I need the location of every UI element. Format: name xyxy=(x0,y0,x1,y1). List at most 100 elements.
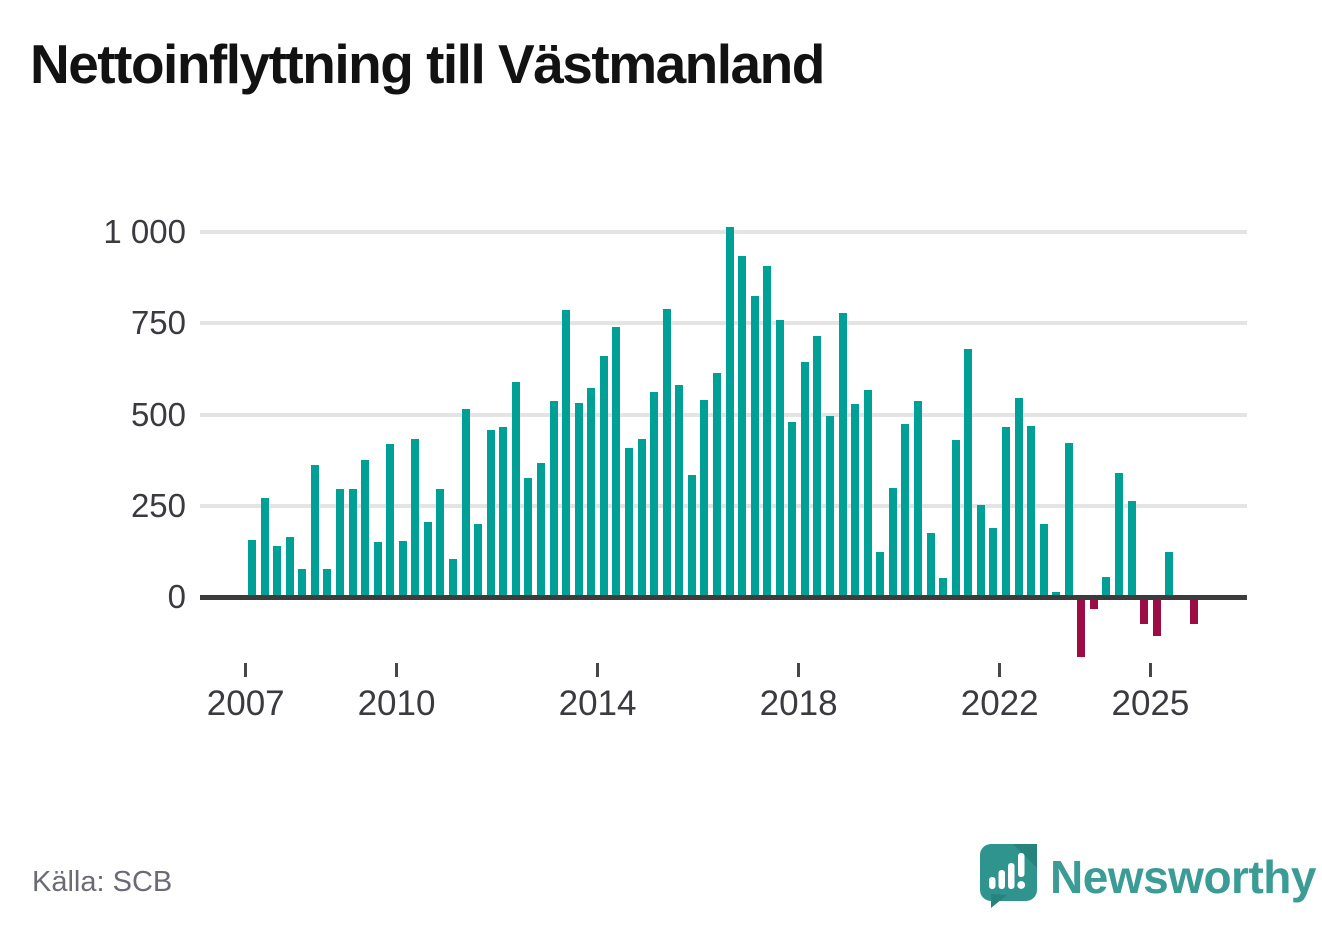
bar-2020-q4 xyxy=(939,577,948,597)
bar-2017-q2 xyxy=(763,265,772,597)
bar-2007-q2 xyxy=(260,497,269,597)
bar-2009-q2 xyxy=(361,459,370,597)
bar-2024-q1 xyxy=(1102,577,1111,597)
bar-2010-q1 xyxy=(398,541,407,597)
bar-2025-q2 xyxy=(1165,551,1174,597)
source-note: Källa: SCB xyxy=(32,866,173,898)
bar-2012-q1 xyxy=(499,426,508,597)
bar-2020-q2 xyxy=(913,401,922,597)
bar-2023-q3 xyxy=(1077,600,1086,657)
bar-2007-q4 xyxy=(285,537,294,597)
bar-2014-q2 xyxy=(612,326,621,597)
y-axis-label-1000: 1 000 xyxy=(103,213,186,250)
bar-2021-q1 xyxy=(951,440,960,597)
bar-2024-q4 xyxy=(1140,600,1149,624)
y-axis-label-250: 250 xyxy=(130,486,186,524)
bar-2020-q1 xyxy=(901,423,910,597)
x-axis-tick-2014 xyxy=(596,663,600,677)
bar-2010-q3 xyxy=(423,522,432,597)
bar-2021-q4 xyxy=(989,527,998,597)
bar-2014-q4 xyxy=(637,438,646,597)
bar-2018-q1 xyxy=(800,361,809,597)
bar-2010-q4 xyxy=(436,488,445,597)
bar-2023-q1 xyxy=(1052,592,1061,597)
bar-2015-q1 xyxy=(650,391,659,597)
bar-2018-q3 xyxy=(826,416,835,597)
x-axis-label-2014: 2014 xyxy=(558,684,637,723)
bar-2016-q1 xyxy=(700,400,709,597)
bar-2022-q3 xyxy=(1027,425,1036,597)
x-axis-tick-2007 xyxy=(244,663,248,677)
bar-2025-q1 xyxy=(1152,600,1161,637)
bar-2009-q3 xyxy=(373,542,382,597)
bar-2008-q4 xyxy=(335,488,344,597)
bar-2012-q3 xyxy=(524,478,533,597)
chart-title: Nettoinflyttning till Västmanland xyxy=(30,33,825,95)
bar-2011-q1 xyxy=(449,558,458,597)
bar-2013-q3 xyxy=(574,402,583,597)
gridline-500 xyxy=(200,412,1247,417)
bar-2023-q4 xyxy=(1089,600,1098,610)
bar-2014-q3 xyxy=(624,448,633,597)
bar-2017-q4 xyxy=(788,421,797,597)
bar-2008-q1 xyxy=(298,568,307,597)
bar-2023-q2 xyxy=(1064,442,1073,597)
newsworthy-logo-text: Newsworthy xyxy=(1050,850,1316,903)
gridline-1000 xyxy=(200,230,1247,234)
bar-2012-q4 xyxy=(537,463,546,597)
bar-2017-q3 xyxy=(775,320,784,597)
bar-2019-q2 xyxy=(863,390,872,597)
gridline-750 xyxy=(200,321,1247,326)
newsworthy-bubble-chart-icon xyxy=(980,844,1037,909)
bar-2011-q2 xyxy=(461,409,470,597)
bar-2009-q1 xyxy=(348,488,357,597)
bar-2024-q2 xyxy=(1115,473,1124,597)
bar-2018-q4 xyxy=(838,313,847,597)
bar-2016-q3 xyxy=(725,226,734,597)
bar-2011-q3 xyxy=(474,524,483,597)
x-axis-label-2010: 2010 xyxy=(357,684,436,723)
bar-2025-q4 xyxy=(1190,600,1199,624)
bar-2021-q2 xyxy=(964,349,973,597)
bar-2009-q4 xyxy=(386,444,395,597)
y-axis-label-500: 500 xyxy=(130,395,186,433)
gridline-250 xyxy=(200,503,1247,508)
x-axis-tick-2022 xyxy=(998,663,1002,677)
x-axis-label-2018: 2018 xyxy=(759,684,838,723)
bar-2020-q3 xyxy=(926,533,935,597)
bar-2008-q3 xyxy=(323,568,332,597)
bar-2022-q1 xyxy=(1001,426,1010,597)
bar-2014-q1 xyxy=(599,356,608,597)
bar-2013-q1 xyxy=(549,400,558,597)
bar-2019-q4 xyxy=(888,487,897,597)
bar-2008-q2 xyxy=(310,464,319,597)
y-axis-label-750: 750 xyxy=(130,304,186,342)
bar-2007-q1 xyxy=(248,540,256,597)
x-axis-label-2022: 2022 xyxy=(960,684,1039,723)
bar-2011-q4 xyxy=(486,430,495,597)
bar-2015-q4 xyxy=(687,475,696,597)
bar-2024-q3 xyxy=(1127,501,1136,597)
bar-2015-q3 xyxy=(675,384,684,597)
bar-2021-q3 xyxy=(976,505,985,597)
bar-2022-q4 xyxy=(1039,524,1048,597)
bar-2013-q2 xyxy=(562,309,571,597)
bar-2013-q4 xyxy=(587,388,596,597)
x-axis-label-2007: 2007 xyxy=(206,684,285,723)
bar-2018-q2 xyxy=(813,336,822,597)
x-axis-label-2025: 2025 xyxy=(1111,684,1190,723)
bar-2007-q3 xyxy=(273,545,282,597)
x-axis-tick-2025 xyxy=(1148,663,1152,677)
newsworthy-logo: Newsworthy xyxy=(980,844,1316,909)
bar-2017-q1 xyxy=(750,295,759,597)
bar-2022-q2 xyxy=(1014,398,1023,597)
x-axis-line xyxy=(200,595,1247,600)
x-axis-tick-2018 xyxy=(797,663,801,677)
bar-2015-q2 xyxy=(662,308,671,597)
bar-2016-q2 xyxy=(712,372,721,597)
bar-2010-q2 xyxy=(411,438,420,597)
bar-2019-q3 xyxy=(876,551,885,597)
bar-2019-q1 xyxy=(851,404,860,597)
bar-2016-q4 xyxy=(738,255,747,597)
